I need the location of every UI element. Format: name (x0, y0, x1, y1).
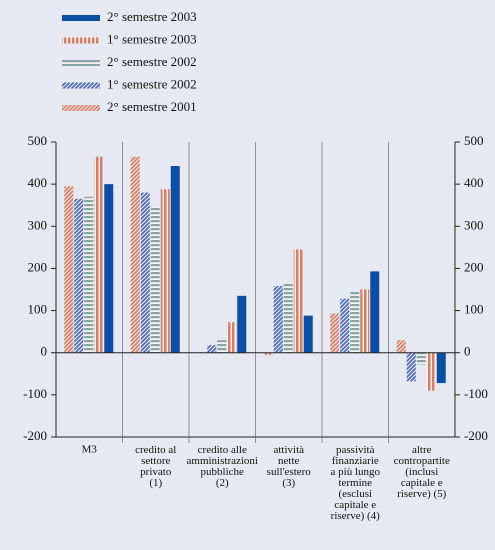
y-tick-label: 0 (41, 344, 48, 359)
y-tick-label: 100 (28, 302, 48, 317)
bar (237, 295, 247, 353)
x-tick-label: credito alle amministrazioni pubbliche (2) (187, 444, 258, 489)
bar (64, 186, 74, 353)
bar (396, 340, 406, 353)
bar (227, 322, 237, 353)
x-tick-label: M3 (82, 444, 98, 456)
legend-swatch (62, 60, 100, 66)
bar (170, 166, 180, 353)
bar (140, 192, 150, 353)
y2-tick-label: -100 (464, 386, 488, 401)
bar (94, 156, 104, 353)
x-tick-label: credito al settore privato (1) (135, 444, 176, 489)
legend-label: 1° semestre 2002 (107, 76, 197, 91)
y2-tick-label: 200 (464, 259, 484, 274)
bar (104, 184, 114, 353)
bar (406, 352, 416, 382)
y2-tick-label: 500 (464, 133, 484, 148)
bar (283, 283, 293, 353)
bar (370, 271, 380, 353)
bar (293, 249, 303, 353)
bar (350, 291, 360, 353)
legend-swatch (62, 105, 100, 111)
y2-tick-label: 300 (464, 217, 484, 232)
bar (263, 352, 273, 355)
bar (74, 198, 84, 353)
bar (273, 286, 283, 353)
legend-label: 1° semestre 2003 (107, 31, 197, 46)
legend-label: 2° semestre 2003 (107, 9, 197, 24)
bar (217, 337, 227, 353)
y-tick-label: 200 (28, 259, 48, 274)
y-tick-label: -200 (23, 428, 47, 443)
legend-swatch (62, 15, 100, 21)
bar (426, 352, 436, 391)
legend-label: 2° semestre 2001 (107, 99, 197, 114)
y-tick-label: -100 (23, 386, 47, 401)
y2-tick-label: 400 (464, 175, 484, 190)
bar (360, 289, 370, 353)
legend-swatch (62, 82, 100, 89)
y2-tick-label: 100 (464, 302, 484, 317)
x-tick-label: passività finanziarie a più lungo termine (e… (331, 444, 381, 522)
bar (207, 345, 217, 353)
bar (340, 298, 350, 353)
y2-tick-label: -200 (464, 428, 488, 443)
y2-tick-label: 0 (464, 344, 471, 359)
bar (303, 315, 313, 353)
bar (436, 352, 446, 384)
bar (84, 196, 94, 353)
x-tick-label: attività nette sull'estero (3) (267, 444, 312, 489)
y-tick-label: 300 (28, 217, 48, 232)
y-tick-label: 400 (28, 175, 48, 190)
bar (150, 207, 160, 353)
y-tick-label: 500 (28, 133, 48, 148)
bar (130, 156, 140, 353)
bar (330, 313, 340, 353)
bar (160, 189, 170, 353)
legend-swatch (62, 37, 100, 44)
bar (416, 352, 426, 365)
x-tick-label: altre contropartite (inclusi capitale e rise… (394, 444, 450, 500)
legend-label: 2° semestre 2002 (107, 54, 197, 69)
